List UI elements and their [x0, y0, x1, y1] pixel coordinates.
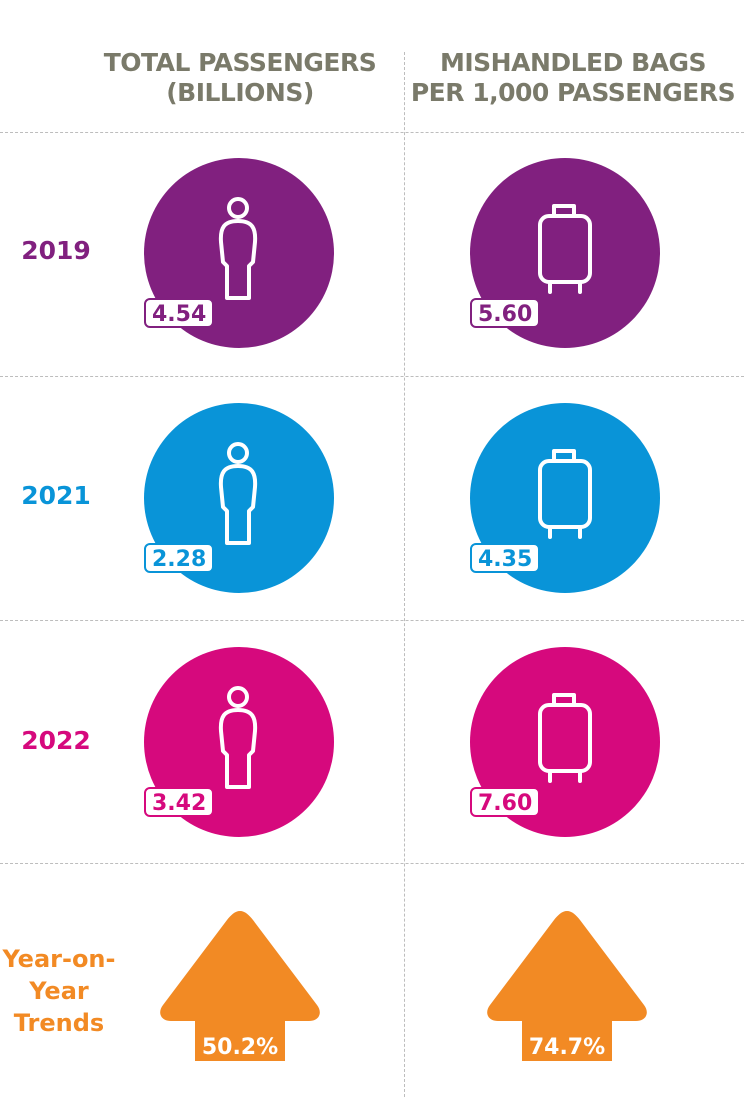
year-label-2022: 2022 — [21, 726, 91, 755]
up-arrow-icon — [487, 911, 647, 1061]
trend-label-line: Year — [29, 977, 89, 1005]
passengers-trend-value: 50.2% — [201, 1035, 279, 1060]
trend-label: Year-on- Year Trends — [0, 943, 118, 1039]
year-label-2019: 2019 — [21, 236, 91, 265]
passengers-value-2022: 3.42 — [144, 787, 215, 817]
bags-value-2019: 5.60 — [470, 298, 541, 328]
row-divider — [0, 863, 744, 864]
person-icon — [218, 442, 258, 545]
trend-label-line: Year-on- — [2, 945, 116, 973]
bags-trend-value: 74.7% — [528, 1035, 606, 1060]
row-divider — [0, 620, 744, 621]
luggage-icon — [538, 449, 592, 539]
row-divider — [0, 132, 744, 133]
header-line: MISHANDLED BAGS — [439, 48, 707, 77]
person-icon — [218, 197, 258, 300]
mishandled-bags-header: MISHANDLED BAGS PER 1,000 PASSENGERS — [406, 48, 740, 108]
trend-label-line: Trends — [13, 1009, 105, 1037]
total-passengers-header: TOTAL PASSENGERS (BILLIONS) — [80, 48, 400, 108]
luggage-icon — [538, 693, 592, 783]
year-label-2021: 2021 — [21, 481, 91, 510]
header-line: (BILLIONS) — [166, 78, 314, 107]
passengers-value-2021: 2.28 — [144, 543, 215, 573]
row-divider — [0, 376, 744, 377]
passengers-value-2019: 4.54 — [144, 298, 215, 328]
person-icon — [218, 686, 258, 789]
bags-value-2022: 7.60 — [470, 787, 541, 817]
bags-value-2021: 4.35 — [470, 543, 541, 573]
up-arrow-icon — [160, 911, 320, 1061]
luggage-icon — [538, 204, 592, 294]
header-line: PER 1,000 PASSENGERS — [410, 78, 736, 107]
column-divider — [404, 52, 405, 1097]
header-line: TOTAL PASSENGERS — [103, 48, 377, 77]
